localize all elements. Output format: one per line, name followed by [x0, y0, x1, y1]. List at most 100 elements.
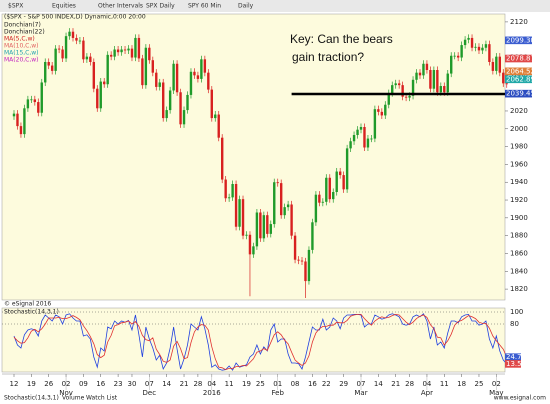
candle-body: [210, 89, 213, 119]
candle-body: [193, 71, 196, 76]
month-label: Nov: [59, 389, 73, 397]
legend-entry: MA(5,C,w): [4, 36, 35, 43]
candle-body: [359, 127, 363, 130]
candle-body: [248, 234, 252, 255]
candle-body: [23, 108, 26, 135]
candle-body: [144, 47, 148, 86]
candle-body: [300, 260, 304, 262]
candle-body: [352, 135, 356, 142]
x-tick-label: 23: [114, 380, 123, 388]
candle-body: [238, 199, 241, 227]
candle-body: [283, 207, 286, 216]
legend-entry: Donchian(22): [4, 29, 45, 36]
candle-body: [432, 70, 436, 89]
x-tick-label: 14: [374, 380, 383, 388]
x-tick-label: 12: [10, 380, 19, 388]
chart-title: ($SPX - S&P 500 INDEX,D) Dynamic,0:00 20…: [4, 14, 146, 21]
candle-body: [155, 72, 158, 87]
candle-body: [130, 48, 134, 58]
candle-body: [266, 215, 269, 234]
candle-body: [57, 48, 61, 50]
value-label-box: [505, 360, 521, 368]
candle-body: [453, 55, 456, 57]
candle-body: [321, 201, 325, 203]
x-tick-label: 08: [291, 380, 300, 388]
y-tick-label: 1820: [510, 285, 528, 293]
candle-body: [380, 111, 384, 116]
candle-body: [286, 204, 290, 208]
toolbar-item[interactable]: SPY 60 Min: [188, 3, 221, 10]
candle-body: [342, 175, 345, 190]
candle-body: [106, 54, 109, 85]
candle-body: [134, 37, 137, 58]
toolbar-item[interactable]: Other Intervals: [98, 3, 143, 10]
candle-body: [276, 182, 279, 184]
candle-body: [19, 126, 23, 135]
y-tick-label: 1920: [510, 196, 528, 204]
x-tick-label: 16: [308, 380, 317, 388]
candle-body: [259, 212, 262, 239]
candle-body: [456, 55, 460, 58]
candle-body: [356, 129, 359, 136]
candle-body: [158, 82, 161, 87]
x-tick-label: 04: [207, 380, 216, 388]
candle-body: [384, 104, 387, 116]
candle-body: [467, 37, 470, 40]
candle-body: [245, 234, 248, 236]
candle-body: [443, 86, 446, 93]
tab[interactable]: Stochastic(14,3,1): [4, 395, 59, 402]
month-label: Dec: [143, 389, 157, 397]
x-tick-label: 09: [79, 380, 88, 388]
x-tick-label: 30: [128, 380, 137, 388]
candle-body: [175, 63, 179, 93]
candle-body: [318, 194, 321, 203]
candle-body: [366, 138, 370, 148]
candle-body: [221, 137, 224, 180]
x-tick-label: 11: [225, 380, 234, 388]
candle-body: [401, 85, 404, 97]
candle-body: [92, 61, 96, 89]
candle-body: [307, 249, 311, 282]
candle-body: [103, 81, 106, 85]
candle-body: [89, 56, 92, 62]
candle-body: [304, 261, 307, 282]
x-tick-label: 11: [440, 380, 449, 388]
toolbar-item[interactable]: Equities: [52, 3, 76, 10]
candle-body: [227, 197, 231, 199]
toolbar-item[interactable]: $SPX: [8, 3, 23, 10]
toolbar-item[interactable]: SPX Daily: [146, 3, 175, 10]
x-tick-label: 29: [339, 380, 348, 388]
y-tick-label: 1840: [510, 267, 528, 275]
tab[interactable]: Watch List: [86, 395, 118, 402]
candle-body: [394, 83, 397, 86]
candle-body: [325, 177, 328, 202]
toolbar-item[interactable]: Daily: [238, 3, 254, 10]
price-label: 2039.45: [506, 90, 535, 98]
candle-body: [273, 182, 276, 225]
candle-body: [234, 184, 238, 227]
candle-body: [335, 171, 338, 193]
tab[interactable]: Volume: [62, 395, 85, 402]
candle-body: [425, 63, 429, 70]
price-label-box: [505, 89, 532, 98]
y-tick-label: 2060: [510, 71, 528, 79]
month-label: 2016: [203, 389, 221, 397]
month-label: Apr: [421, 389, 433, 397]
candle-body: [96, 88, 99, 109]
y-tick-label: 2120: [510, 18, 528, 26]
candle-body: [165, 110, 168, 119]
month-label: May: [489, 389, 503, 397]
candle-body: [477, 46, 481, 51]
candle-body: [498, 56, 501, 73]
candle-body: [30, 99, 33, 101]
candle-body: [377, 109, 380, 112]
candle-body: [40, 82, 43, 113]
candle-body: [68, 31, 71, 37]
annotation: Key: Can the bears: [290, 32, 393, 46]
candle-body: [203, 59, 207, 73]
candle-body: [78, 40, 82, 42]
candle-body: [293, 235, 297, 260]
value-label-box: [505, 353, 521, 361]
candle-body: [50, 65, 54, 71]
x-tick-label: 25: [475, 380, 484, 388]
